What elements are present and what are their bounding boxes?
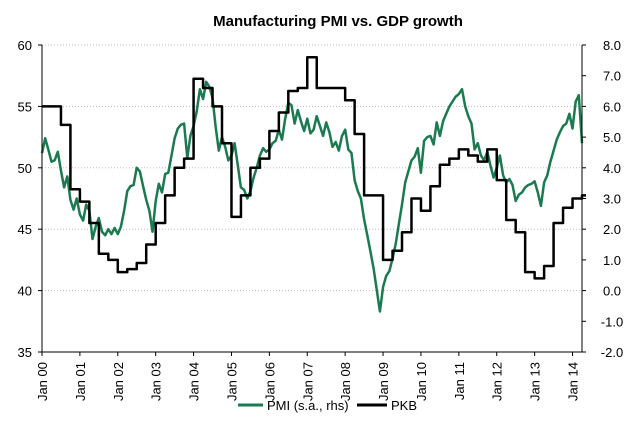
x-axis-tick-label: Jan 09 — [376, 362, 391, 401]
right-axis-tick-label: 0.0 — [603, 284, 621, 299]
left-axis-tick-label: 60 — [18, 38, 32, 53]
right-axis-tick-label: 6.0 — [603, 99, 621, 114]
right-axis-tick-label: -1.0 — [601, 314, 623, 329]
x-axis-tick-label: Jan 01 — [73, 362, 88, 401]
x-axis-tick-label: Jan 06 — [262, 362, 277, 401]
x-axis-tick-label: Jan 02 — [111, 362, 126, 401]
gridlines — [42, 44, 582, 292]
series-line-pkb — [42, 56, 586, 280]
right-axis-tick-label: 7.0 — [603, 69, 621, 84]
x-axis-tick-label: Jan 00 — [35, 362, 50, 401]
legend-label-pmi: PMI (s.a., rhs) — [267, 398, 349, 413]
right-axis-tick-label: -2.0 — [601, 345, 623, 360]
right-axis-tick-label: 8.0 — [603, 38, 621, 53]
right-axis-tick-label: 1.0 — [603, 253, 621, 268]
x-axis-tick-label: Jan 11 — [452, 362, 467, 400]
x-axis-tick-label: Jan 03 — [149, 362, 164, 401]
x-axis-tick-label: Jan 12 — [490, 362, 505, 401]
left-axis-tick-label: 40 — [18, 284, 32, 299]
left-axis-tick-label: 45 — [18, 222, 32, 237]
right-axis-tick-label: 2.0 — [603, 222, 621, 237]
right-axis-tick-label: 5.0 — [603, 130, 621, 145]
chart-title: Manufacturing PMI vs. GDP growth — [213, 13, 463, 30]
left-axis-tick-label: 35 — [18, 345, 32, 360]
x-axis-tick-label: Jan 08 — [338, 362, 353, 401]
series-line-pmi — [40, 80, 584, 313]
x-axis-tick-label: Jan 14 — [566, 362, 581, 401]
legend-label-pkb: PKB — [391, 398, 417, 413]
x-axis-tick-label: Jan 10 — [414, 362, 429, 401]
axes: 35 40 45 50 55 60 8.0 7.0 6.0 5.0 4.0 3.0 2.0 1.0 0.0 -… — [18, 38, 624, 401]
legend: PMI (s.a., rhs) PKB — [238, 398, 417, 413]
x-axis-tick-label: Jan 04 — [187, 362, 202, 401]
x-axis-tick-label: Jan 13 — [528, 362, 543, 401]
x-axis-tick-label: Jan 07 — [300, 362, 315, 401]
right-axis-tick-label: 3.0 — [603, 192, 621, 207]
right-axis-tick-label: 4.0 — [603, 161, 621, 176]
x-axis-tick-label: Jan 05 — [224, 362, 239, 401]
left-axis-tick-label: 50 — [18, 161, 32, 176]
series-lines — [40, 56, 586, 313]
left-axis-tick-label: 55 — [18, 99, 32, 114]
